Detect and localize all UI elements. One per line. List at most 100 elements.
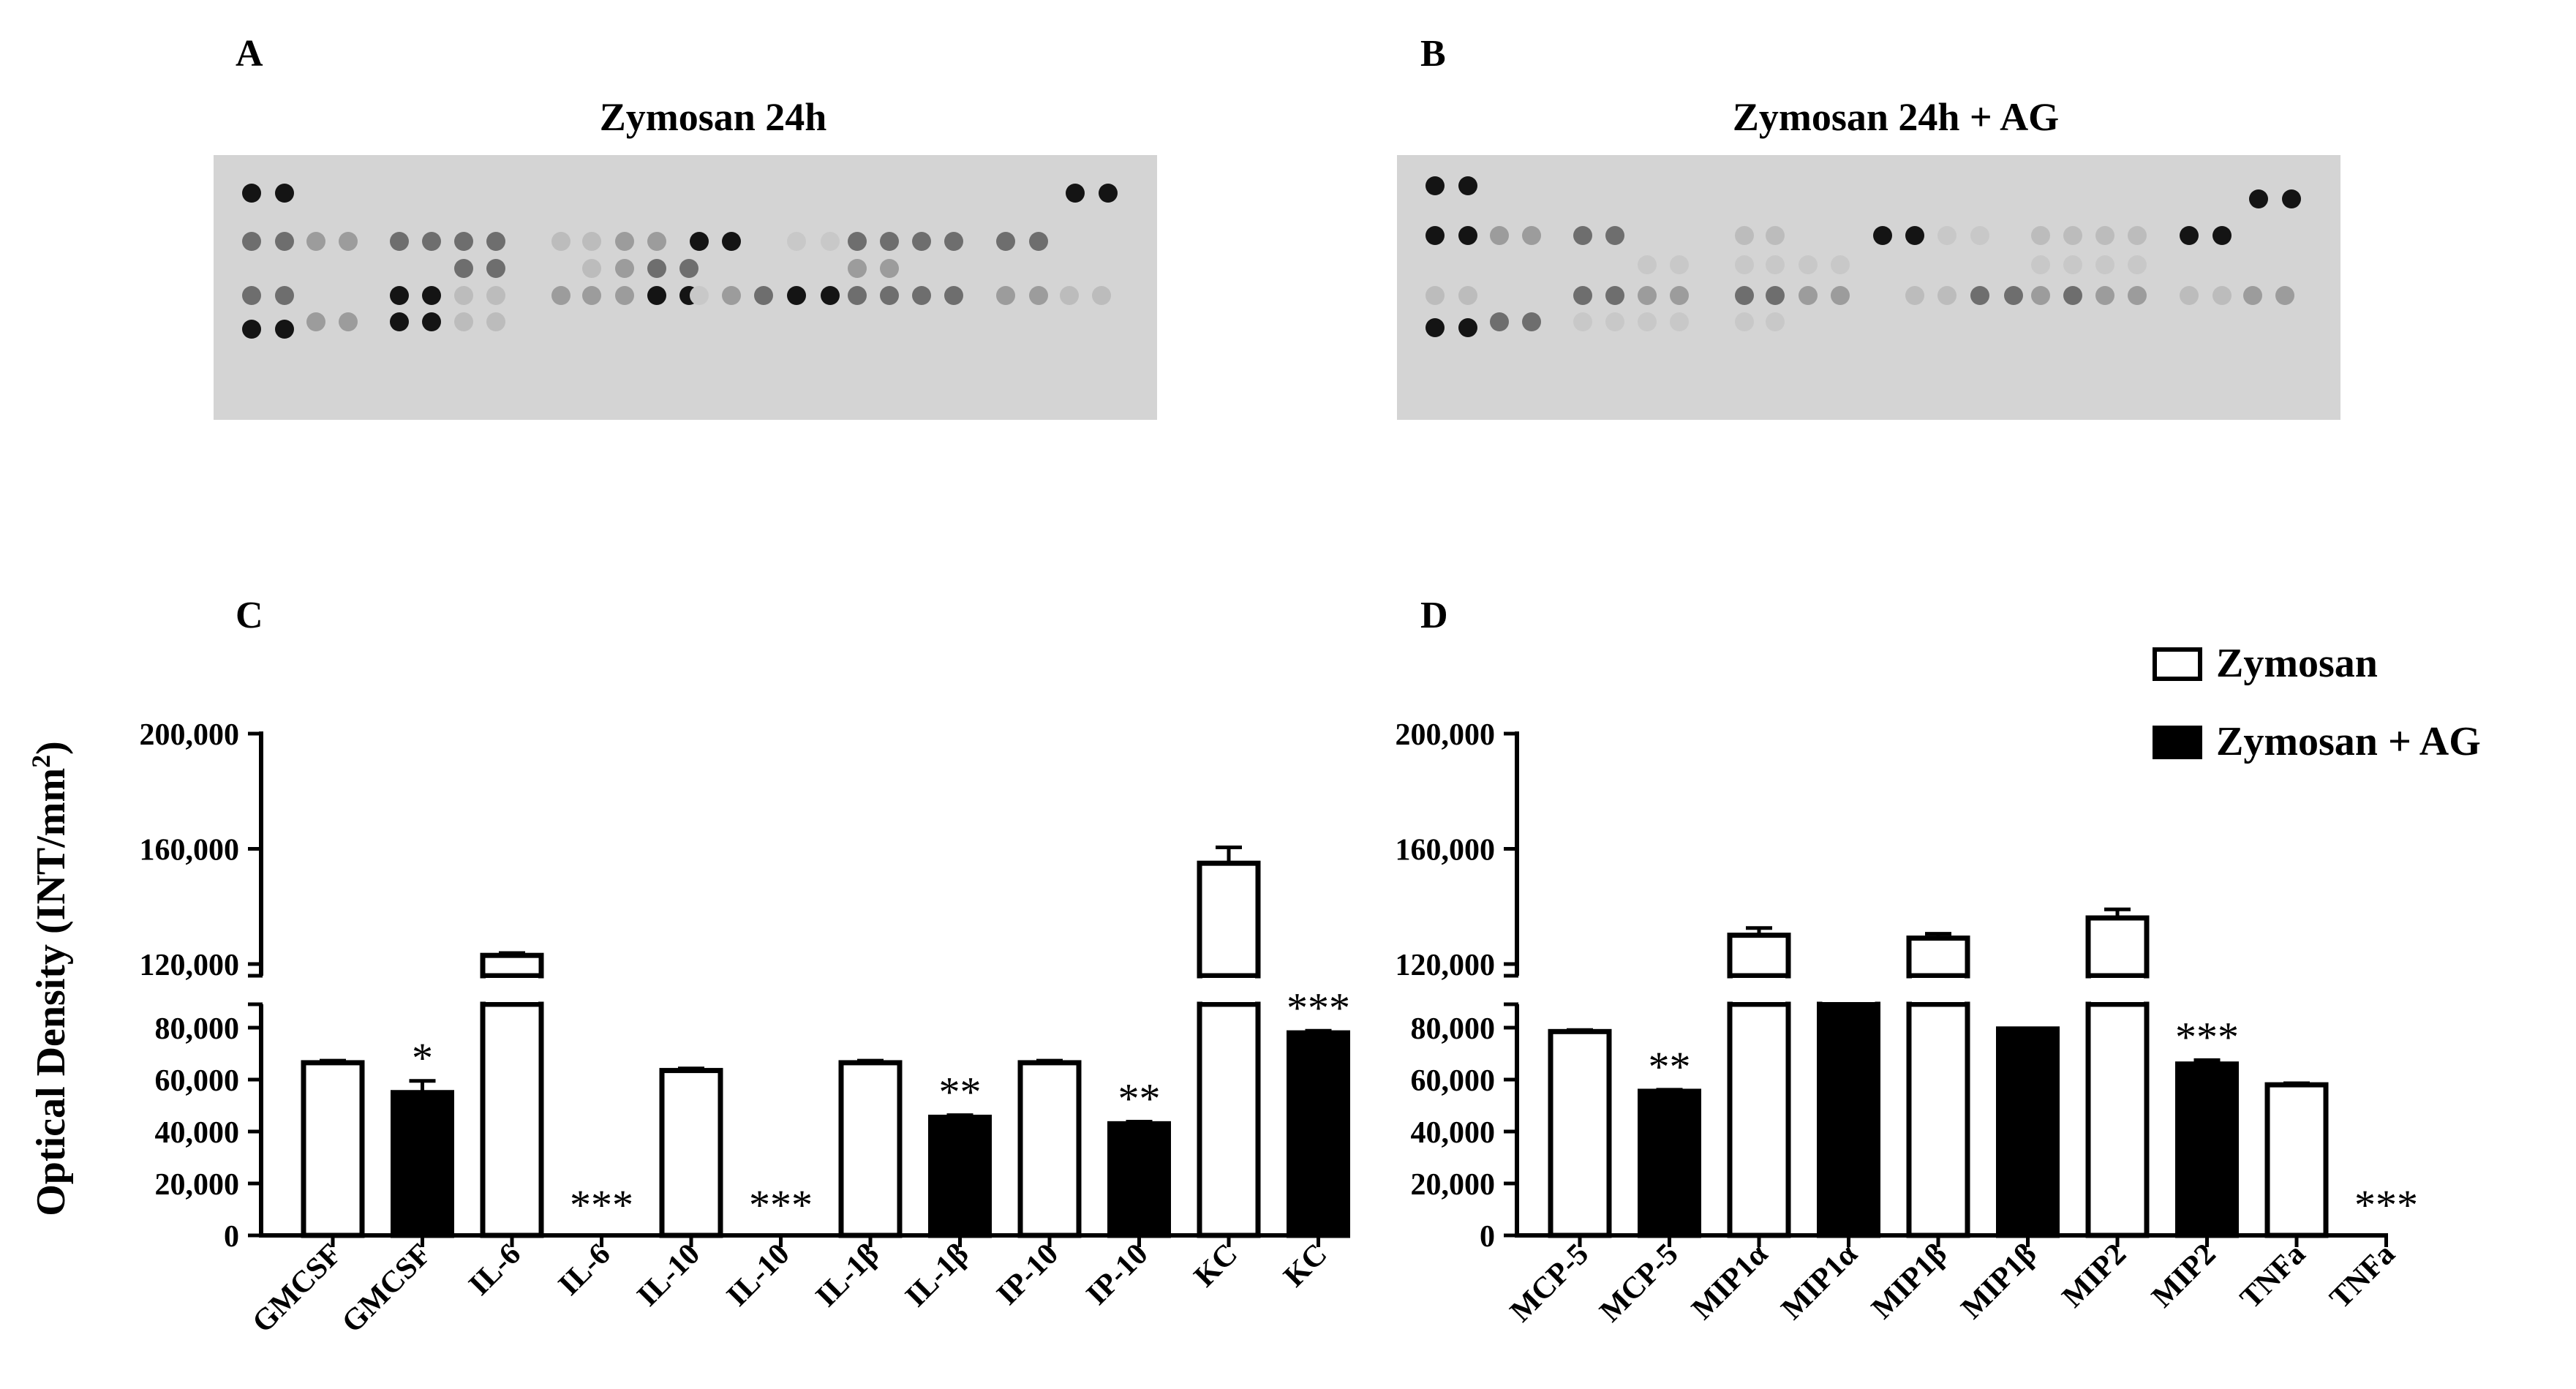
blot-spot-a-48 [722,286,741,305]
blot-spot-b-52 [2180,286,2199,305]
blot-spot-a-58 [1060,286,1079,305]
chart-panel-c: 0 20,000 40,000 60,000 80,000 120,000 160,000 2… [140,718,1350,1339]
blot-spot-b-14 [1873,226,1892,245]
blot-spot-a-5 [275,320,294,339]
blot-spot-b-17 [1970,226,1989,245]
blot-spot-a-17 [647,232,666,251]
blot-spot-b-49 [2063,286,2082,305]
blot-spot-b-33 [2128,255,2147,274]
y-tick-label-c: 0 [224,1220,239,1254]
blot-spot-a-8 [306,232,325,251]
blot-spot-b-50 [2095,286,2114,305]
bar-d [1727,933,1791,979]
y-axis-label: Optical Density (INT/mm2) [26,741,74,1216]
x-tick-label-c: IL-10 [631,1238,707,1313]
bar-d [2175,1061,2239,1238]
blot-spot-a-19 [722,232,741,251]
panel-b-title: Zymosan 24h + AG [1733,95,2059,139]
blot-spot-b-28 [1799,255,1818,274]
significance-label-c: * [412,1034,433,1082]
blot-spot-b-20 [2095,226,2114,245]
blot-spot-a-11 [422,232,441,251]
blot-spot-a-30 [582,259,601,278]
blot-spot-b-47 [2004,286,2023,305]
blot-spot-b-36 [1573,286,1592,305]
blot-spot-a-56 [996,286,1015,305]
blot-spot-b-40 [1735,286,1754,305]
bar-c [391,1090,454,1238]
x-tick-label-d: MIP1α [1775,1237,1864,1326]
blot-spot-a-23 [880,232,899,251]
blot-spot-a-4 [242,320,261,339]
bar-c [1107,1121,1171,1238]
x-tick-label-c: IP-10 [990,1238,1065,1312]
x-tick-label-c: IL-10 [720,1238,796,1313]
blot-spot-a-54 [912,286,931,305]
blot-spot-b-11 [1605,226,1624,245]
blot-spot-a-45 [647,286,666,305]
bar-break-gap-c [486,978,538,1002]
blot-spot-a-18 [690,232,709,251]
blot-spot-a-38 [390,286,409,305]
blot-spot-b-54 [2243,286,2262,305]
panel-a-letter: A [236,33,263,75]
x-tick-label-d: MIP1β [1865,1238,1954,1326]
significance-label-c: *** [1287,984,1350,1031]
blot-spot-b-48 [2031,286,2050,305]
blot-spot-b-15 [1905,226,1924,245]
bar-c [928,1114,992,1238]
bar-c [301,1060,365,1238]
blot-spot-a-37 [275,286,294,305]
y-tick-label-c: 80,000 [155,1012,240,1046]
blot-spot-b-16 [1937,226,1957,245]
blot-spot-b-21 [2128,226,2147,245]
y-axis-label-close: ) [29,741,74,755]
blot-spot-a-33 [679,259,698,278]
bar-c [838,1060,903,1238]
blot-spot-b-42 [1799,286,1818,305]
blot-spot-a-36 [242,286,261,305]
blot-spot-b-27 [1766,255,1785,274]
blot-spot-b-51 [2128,286,2147,305]
x-tick-label-d: MIP2 [2056,1238,2133,1314]
bar-d [1817,1001,1880,1238]
bar-d [1548,1028,1612,1238]
x-tick-label-d: TNFa [2234,1238,2312,1316]
bar-c [1197,860,1261,979]
bar-break-gap-c [1202,978,1255,1002]
bar-d [1906,1001,1970,1238]
blot-spot-a-47 [690,286,709,305]
blot-spot-a-65 [486,312,505,331]
blot-background-b [1397,155,2340,420]
x-tick-label-d: TNFa [2324,1238,2402,1316]
blot-spot-b-61 [1670,312,1689,331]
blot-spot-a-24 [912,232,931,251]
blot-spot-b-32 [2095,255,2114,274]
bar-d [1906,936,1970,979]
blot-spot-b-18 [2031,226,2050,245]
blot-spot-b-5 [1458,318,1477,337]
y-axis-label-main: Optical Density (INT/mm [29,768,74,1216]
blot-spot-a-31 [615,259,634,278]
y-tick-label-d: 20,000 [1411,1168,1496,1202]
blot-spot-a-26 [996,232,1015,251]
bar-d [2085,1001,2150,1238]
blot-spot-b-57 [1522,312,1541,331]
x-tick-label-d: MIP1β [1955,1238,2044,1326]
blot-spot-a-62 [390,312,409,331]
blot-spot-a-14 [551,232,570,251]
blot-spot-b-12 [1735,226,1754,245]
blot-spot-b-43 [1831,286,1850,305]
blot-spot-a-42 [551,286,570,305]
blot-spot-a-28 [454,259,473,278]
blot-spot-a-55 [944,286,963,305]
blot-spot-b-30 [2031,255,2050,274]
blot-spot-b-35 [1458,286,1477,305]
blot-spot-a-10 [390,232,409,251]
blot-spot-a-61 [339,312,358,331]
legend-label-zymosan: Zymosan [2216,641,2378,686]
blot-spot-a-51 [821,286,840,305]
blot-spot-b-39 [1670,286,1689,305]
blot-spot-b-59 [1605,312,1624,331]
blot-spot-a-39 [422,286,441,305]
